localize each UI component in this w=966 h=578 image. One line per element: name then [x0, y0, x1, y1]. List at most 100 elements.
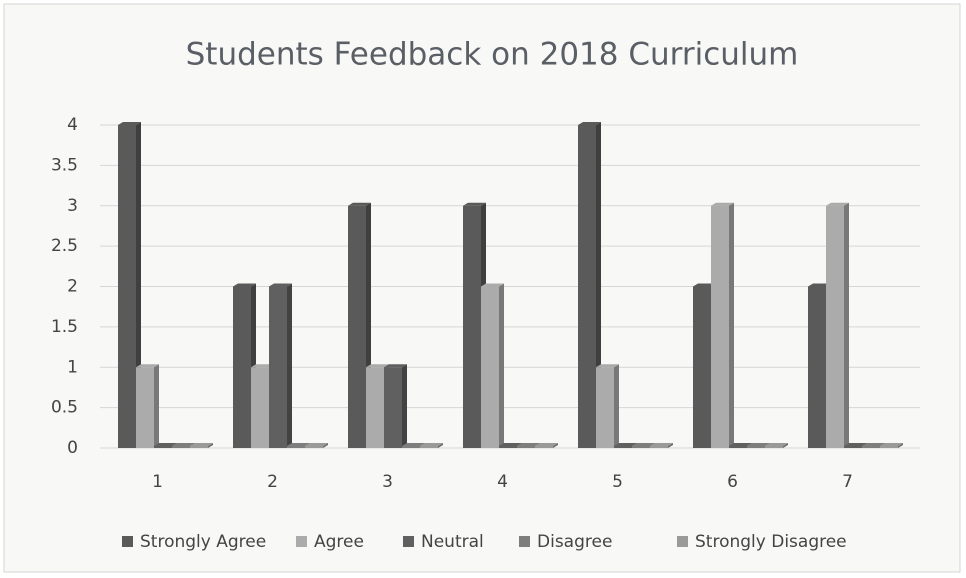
bar-face	[808, 286, 826, 448]
bar-face	[729, 443, 752, 446]
bar-face	[190, 443, 213, 446]
bar-face	[305, 443, 328, 446]
bar-face	[693, 286, 711, 448]
bar-face	[862, 446, 880, 448]
bar-face	[898, 443, 903, 448]
bar-face	[826, 205, 844, 448]
bar-face	[711, 202, 734, 206]
y-tick-label: 2	[67, 277, 78, 297]
bar-face	[384, 364, 407, 368]
legend-label: Agree	[314, 532, 364, 552]
bar-face	[711, 205, 729, 448]
bar-face	[420, 446, 438, 448]
bar-face	[862, 443, 885, 446]
bar-face	[880, 446, 898, 448]
bar	[305, 443, 328, 448]
bar-face	[844, 446, 862, 448]
bar-face	[233, 283, 256, 287]
legend-swatch	[677, 536, 688, 547]
bar-face	[348, 205, 366, 448]
bar-face	[765, 446, 783, 448]
bar-face	[305, 446, 323, 448]
bar-face	[880, 443, 903, 446]
legend-swatch	[403, 536, 414, 547]
bar-face	[366, 367, 384, 448]
y-tick-label: 4	[67, 115, 78, 135]
bar-face	[747, 443, 770, 446]
bar-face	[481, 283, 504, 287]
bar-face	[287, 443, 310, 446]
bar-face	[614, 364, 619, 448]
y-tick-label: 0	[67, 438, 78, 458]
bar	[596, 364, 619, 448]
bar-face	[596, 364, 619, 368]
bar-face	[481, 286, 499, 448]
bar-face	[402, 364, 407, 448]
bar-face	[269, 286, 287, 448]
bar	[420, 443, 443, 448]
bar-face	[535, 446, 553, 448]
bar-face	[287, 283, 292, 448]
bar-face	[233, 286, 251, 448]
bar-face	[118, 122, 141, 125]
bar-face	[269, 283, 292, 287]
bar-face	[650, 446, 668, 448]
legend-swatch	[296, 536, 307, 547]
legend-label: Strongly Disagree	[695, 532, 847, 552]
bar-face	[844, 443, 867, 446]
bar	[826, 202, 849, 448]
bar-face	[578, 122, 601, 125]
legend-swatch	[519, 536, 530, 547]
y-tick-label: 3	[67, 196, 78, 216]
bar-face	[614, 443, 637, 446]
bar-face	[251, 364, 274, 368]
bar-face	[190, 446, 208, 448]
y-tick-label: 1.5	[51, 317, 78, 337]
bar-face	[402, 443, 425, 446]
bar-face	[747, 446, 765, 448]
bar-face	[402, 446, 420, 448]
bar-face	[553, 443, 558, 448]
y-tick-label: 0.5	[51, 398, 78, 418]
bar-face	[154, 443, 177, 446]
bar-face	[323, 443, 328, 448]
bar-face	[287, 446, 305, 448]
bar-face	[136, 367, 154, 448]
bar	[269, 283, 292, 448]
bar-face	[463, 202, 486, 206]
legend-label: Neutral	[421, 532, 484, 552]
bar-face	[172, 443, 195, 446]
bar	[136, 364, 159, 448]
x-tick-label: 6	[727, 472, 738, 492]
y-tick-label: 3.5	[51, 155, 78, 175]
bar	[880, 443, 903, 448]
bar-face	[729, 446, 747, 448]
bar-face	[136, 364, 159, 368]
legend-swatch	[122, 536, 133, 547]
bar	[650, 443, 673, 448]
bar-face	[118, 125, 136, 448]
bar-face	[384, 367, 402, 448]
legend-label: Disagree	[537, 532, 612, 552]
bar	[711, 202, 734, 448]
bar-face	[729, 202, 734, 448]
y-tick-label: 2.5	[51, 236, 78, 256]
x-tick-label: 1	[152, 472, 163, 492]
bar-face	[783, 443, 788, 448]
legend-label: Strongly Agree	[140, 532, 266, 552]
bar-face	[499, 443, 522, 446]
x-tick-label: 7	[842, 472, 853, 492]
bar	[481, 283, 504, 448]
x-tick-label: 5	[612, 472, 623, 492]
bar	[190, 443, 213, 448]
bar	[535, 443, 558, 448]
chart-title: Students Feedback on 2018 Curriculum	[186, 37, 799, 73]
bar-face	[463, 205, 481, 448]
bar-face	[438, 443, 443, 448]
bar-face	[632, 443, 655, 446]
bar-face	[420, 443, 443, 446]
bar-face	[844, 202, 849, 448]
bar-face	[535, 443, 558, 446]
bar-face	[251, 367, 269, 448]
